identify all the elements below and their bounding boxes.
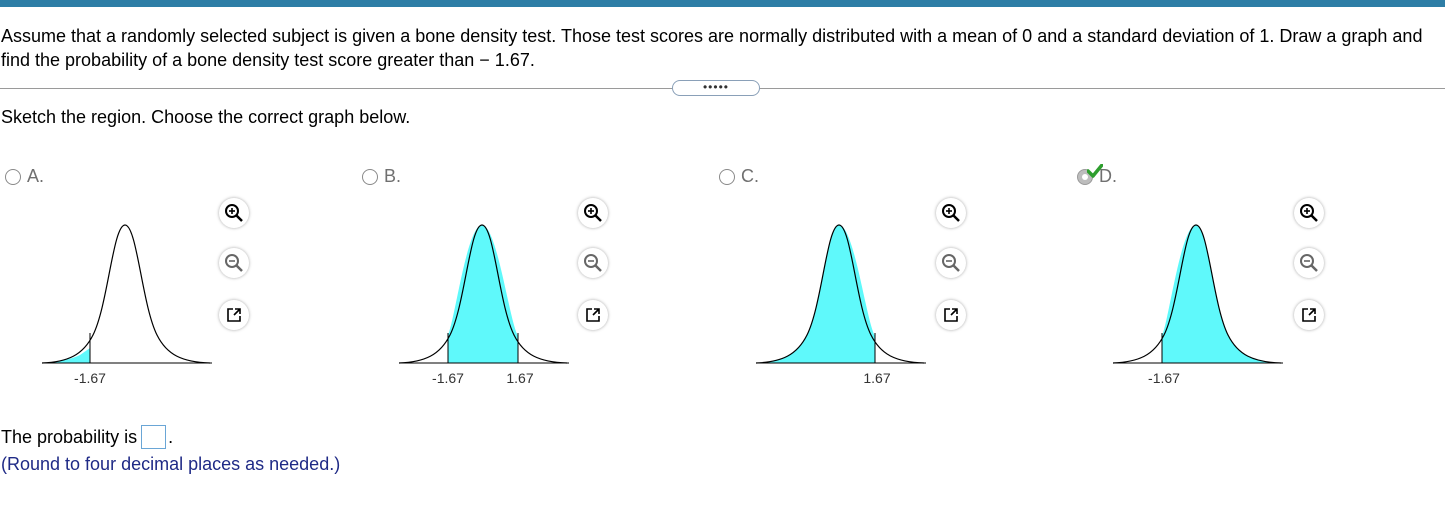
graph-d-open-window-button[interactable] xyxy=(1294,300,1324,330)
expand-button[interactable]: ••••• xyxy=(672,80,760,96)
zoom-in-icon xyxy=(225,204,243,222)
rounding-hint: (Round to four decimal places as needed.… xyxy=(1,454,341,474)
graph-a-shaded-region xyxy=(42,348,90,363)
graph-b: -1.67 1.67 xyxy=(395,215,575,395)
option-d-letter: D. xyxy=(1099,166,1117,186)
graph-a-tick-label: -1.67 xyxy=(74,370,106,386)
option-a-radio[interactable] xyxy=(5,168,21,185)
graph-d-zoom-in-button[interactable] xyxy=(1294,198,1324,228)
graph-b-zoom-out-button[interactable] xyxy=(578,248,608,278)
zoom-out-icon xyxy=(942,254,960,272)
zoom-out-icon xyxy=(584,254,602,272)
graph-d-shaded-region xyxy=(1162,225,1281,363)
question-text: Assume that a randomly selected subject … xyxy=(1,26,1423,70)
graph-b-tick-label-left: -1.67 xyxy=(432,370,464,386)
graph-c-shaded-region xyxy=(756,225,875,363)
option-a[interactable]: A. xyxy=(5,166,44,187)
instruction-text: Sketch the region. Choose the correct gr… xyxy=(1,107,411,127)
graph-d-curve xyxy=(1112,224,1282,364)
graph-b-curve xyxy=(398,224,568,364)
option-c[interactable]: C. xyxy=(719,166,759,187)
graph-c-curve xyxy=(755,224,925,364)
graph-d: -1.67 xyxy=(1109,215,1289,395)
probability-prefix: The probability is xyxy=(1,427,138,447)
checkmark-icon xyxy=(1087,163,1103,178)
top-accent-bar xyxy=(0,0,1445,7)
open-in-new-window-icon xyxy=(944,308,958,322)
probability-input[interactable] xyxy=(141,425,167,449)
open-in-new-window-icon xyxy=(227,308,241,322)
option-d-radio[interactable] xyxy=(1077,163,1103,185)
zoom-in-icon xyxy=(584,204,602,222)
open-in-new-window-icon xyxy=(586,308,600,322)
graph-a-zoom-in-button[interactable] xyxy=(219,198,249,228)
graph-a: -1.67 xyxy=(38,215,218,395)
option-b[interactable]: B. xyxy=(362,166,401,187)
graph-d-tick-label: -1.67 xyxy=(1148,370,1180,386)
graph-b-tick-label-right: 1.67 xyxy=(506,370,534,386)
probability-suffix: . xyxy=(168,427,174,447)
graph-a-plot xyxy=(41,224,212,364)
graph-b-plot xyxy=(398,224,569,364)
graph-d-zoom-out-button[interactable] xyxy=(1294,248,1324,278)
graph-c-zoom-in-button[interactable] xyxy=(936,198,966,228)
option-b-letter: B. xyxy=(384,166,402,186)
option-d[interactable]: D. xyxy=(1077,163,1117,187)
graph-c-open-window-button[interactable] xyxy=(936,300,966,330)
zoom-out-icon xyxy=(225,254,243,272)
graph-b-open-window-button[interactable] xyxy=(578,300,608,330)
graph-a-curve xyxy=(41,224,211,364)
option-b-radio[interactable] xyxy=(362,168,378,185)
open-in-new-window-icon xyxy=(1302,308,1316,322)
probability-answer-line: The probability is . xyxy=(1,425,173,449)
zoom-in-icon xyxy=(942,204,960,222)
graph-a-open-window-button[interactable] xyxy=(219,300,249,330)
graph-c-tick-label: 1.67 xyxy=(863,370,891,386)
graph-b-zoom-in-button[interactable] xyxy=(578,198,608,228)
graph-c: 1.67 xyxy=(752,215,932,395)
zoom-out-icon xyxy=(1300,254,1318,272)
graph-c-zoom-out-button[interactable] xyxy=(936,248,966,278)
option-c-radio[interactable] xyxy=(719,168,735,185)
option-a-letter: A. xyxy=(27,166,45,186)
graph-a-zoom-out-button[interactable] xyxy=(219,248,249,278)
option-c-letter: C. xyxy=(741,166,759,186)
graph-c-plot xyxy=(755,224,926,364)
graph-b-shaded-region xyxy=(448,225,518,363)
graph-d-plot xyxy=(1112,224,1283,364)
zoom-in-icon xyxy=(1300,204,1318,222)
